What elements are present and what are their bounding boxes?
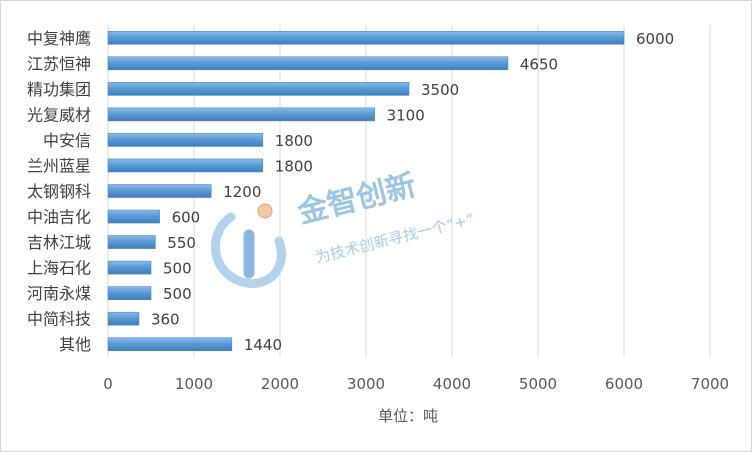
category-label: 光复威材 [27,105,91,124]
bars [107,30,625,352]
bar [107,158,264,173]
gridlines [107,25,711,357]
data-label: 360 [151,311,180,329]
x-tick-label: 7000 [691,375,729,393]
bar [107,82,410,96]
bar [107,209,160,224]
category-label: 太钢钢科 [27,182,91,201]
category-label: 兰州蓝星 [27,156,91,175]
data-label: 1200 [223,183,261,201]
data-label: 1800 [275,157,313,175]
data-label: 500 [163,260,192,278]
x-tick-label: 2000 [261,375,299,393]
category-label: 吉林江城 [27,233,91,252]
category-label: 河南永煤 [27,284,91,303]
x-tick-label: 4000 [433,375,471,393]
bar [107,184,212,198]
data-label: 6000 [636,30,674,48]
bar [107,311,140,326]
category-label: 精功集团 [27,80,91,99]
category-label: 中复神鹰 [27,29,91,48]
bar [107,107,375,122]
bar [107,235,156,249]
data-label: 3100 [387,106,425,124]
data-label: 4650 [520,55,558,73]
data-label: 550 [167,234,196,252]
watermark-title: 金智创新 [293,168,419,231]
category-label: 其他 [59,335,91,354]
watermark-logo-icon [211,203,286,288]
data-labels: 6000 4650 3500 3100 1800 1800 1200 600 550 500 500… [151,30,674,354]
x-tick-label: 0 [103,375,113,393]
bar [107,337,233,352]
bar [107,133,264,147]
category-label: 江苏恒神 [27,54,91,73]
data-label: 1440 [244,336,282,354]
x-axis-label: 单位：吨 [378,407,438,425]
category-label: 中简科技 [27,310,91,329]
data-label: 3500 [421,81,459,99]
bar [107,286,152,300]
x-tick-label: 3000 [347,375,385,393]
category-label: 上海石化 [27,259,91,278]
bar [107,56,509,71]
x-tick-label: 6000 [605,375,643,393]
category-labels: 中复神鹰江苏恒神精功集团光复威材中安信兰州蓝星太钢钢科中油吉化吉林江城上海石化河… [27,29,91,354]
bar [107,260,152,275]
category-label: 中安信 [43,131,91,150]
data-label: 600 [172,209,201,227]
x-tick-label: 5000 [519,375,557,393]
data-label: 1800 [275,132,313,150]
x-tick-labels: 0 1000 2000 3000 4000 5000 6000 7000 [103,375,729,393]
x-tick-label: 1000 [175,375,213,393]
data-label: 500 [163,285,192,303]
bar [107,30,625,45]
category-label: 中油吉化 [27,208,91,227]
